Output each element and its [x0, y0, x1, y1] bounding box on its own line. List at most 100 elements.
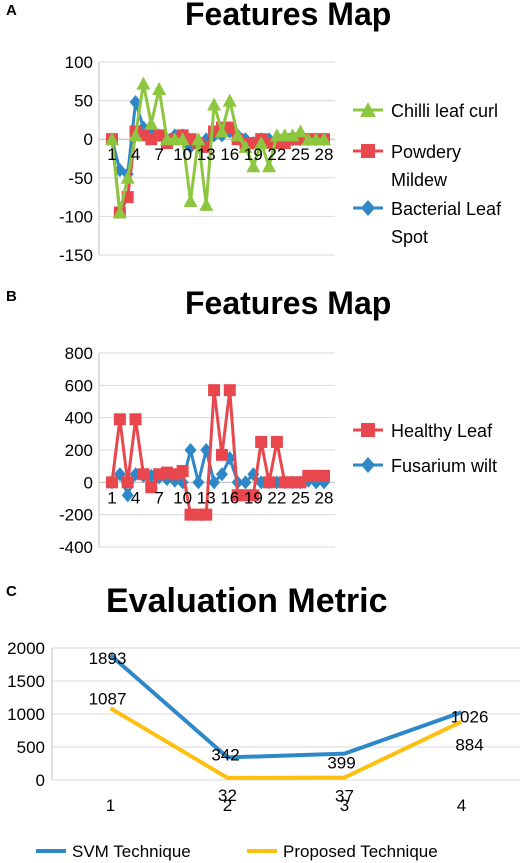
triangle-marker — [293, 124, 308, 138]
data-label: 342 — [211, 745, 239, 764]
legend-item: Powdery Mildew — [353, 142, 461, 190]
triangle-marker — [175, 132, 190, 146]
triangle-marker — [360, 102, 376, 117]
y-tick-label: 50 — [74, 92, 93, 111]
x-tick-label: 10 — [173, 145, 192, 164]
triangle-marker — [120, 170, 135, 184]
series-line — [109, 653, 463, 760]
y-tick-label: -100 — [59, 207, 93, 226]
legend-label: SVM Technique — [72, 842, 191, 861]
series-line — [109, 706, 463, 780]
series-healthy-leaf — [106, 384, 330, 521]
triangle-marker — [183, 193, 198, 207]
triangle-marker — [285, 128, 300, 142]
x-tick-label: 22 — [267, 145, 286, 164]
square-marker — [215, 448, 228, 461]
y-tick-label: 0 — [84, 473, 93, 492]
x-tick-label: 28 — [315, 488, 334, 507]
y-tick-label: 1000 — [7, 705, 45, 724]
x-tick-label: 1 — [107, 488, 116, 507]
triangle-marker — [128, 128, 143, 142]
y-tick-label: -400 — [59, 538, 93, 557]
legend-label: Mildew — [391, 170, 448, 190]
square-marker — [255, 435, 268, 448]
square-marker — [361, 423, 375, 437]
triangle-marker — [112, 205, 127, 219]
legend-item: Proposed Technique — [247, 842, 438, 861]
chart-title-b: Features Map — [185, 285, 392, 321]
y-tick-label: 200 — [65, 441, 93, 460]
square-marker — [176, 465, 189, 478]
triangle-marker — [207, 97, 222, 111]
square-marker — [223, 121, 236, 134]
legend-item: Bacterial Leaf Spot — [353, 199, 502, 247]
legend-label: Bacterial Leaf — [391, 199, 502, 219]
square-marker — [223, 384, 236, 397]
diamond-marker — [361, 457, 375, 473]
legend-label: Healthy Leaf — [391, 421, 493, 441]
diamond-marker — [215, 467, 228, 482]
x-tick-label: 25 — [291, 488, 310, 507]
diamond-marker — [208, 475, 221, 490]
square-marker — [121, 476, 134, 489]
square-marker — [270, 435, 283, 448]
series-line — [110, 83, 324, 213]
legend-item: Fusarium wilt — [353, 456, 497, 476]
x-tick-label: 1 — [107, 145, 116, 164]
x-tick-label: 4 — [457, 796, 466, 815]
x-tick-label: 13 — [197, 488, 216, 507]
legend-item: SVM Technique — [36, 842, 191, 861]
panel-b: B Features Map 800 600 400 200 0 -200 -400 1 4 7 1… — [0, 285, 526, 585]
x-tick-label: 16 — [220, 145, 239, 164]
data-label: 884 — [455, 736, 483, 755]
triangle-marker — [199, 197, 214, 211]
diamond-marker — [310, 475, 323, 490]
x-tick-label: 4 — [131, 488, 140, 507]
diamond-marker — [121, 488, 134, 503]
square-marker — [106, 476, 118, 489]
x-tick-label: 4 — [131, 145, 140, 164]
y-tick-label: 500 — [17, 738, 45, 757]
x-tick-label: 3 — [340, 796, 349, 815]
triangle-marker — [254, 136, 269, 150]
y-tick-label: 0 — [84, 130, 93, 149]
legend-item: Healthy Leaf — [353, 421, 493, 441]
x-tick-label: 16 — [220, 488, 239, 507]
y-tick-label: 600 — [65, 376, 93, 395]
data-label: 1893 — [89, 649, 127, 668]
x-tick-label: 25 — [291, 145, 310, 164]
x-tick-label: 10 — [173, 488, 192, 507]
y-tick-label: 800 — [65, 344, 93, 363]
square-marker — [208, 384, 221, 397]
x-tick-label: 7 — [154, 488, 163, 507]
x-tick-label: 28 — [315, 145, 334, 164]
data-label: 1087 — [89, 689, 127, 708]
data-label: 399 — [327, 754, 355, 773]
y-tick-label: 0 — [36, 771, 45, 790]
legend-label: Spot — [391, 227, 428, 247]
triangle-marker — [262, 159, 277, 173]
triangle-marker — [246, 159, 261, 173]
diamond-marker — [239, 475, 252, 490]
triangle-marker — [214, 124, 229, 138]
diamond-marker — [318, 475, 330, 490]
diamond-marker — [192, 475, 205, 490]
x-tick-label: 7 — [154, 145, 163, 164]
panel-a: A Features Map 100 50 0 -50 -100 -150 1 4 7 10 13 1… — [0, 0, 526, 290]
x-tick-label: 19 — [244, 145, 263, 164]
square-marker — [263, 476, 276, 489]
y-tick-label: 100 — [65, 53, 93, 72]
triangle-marker — [238, 139, 253, 153]
x-tick-label: 19 — [244, 488, 263, 507]
triangle-marker — [230, 128, 245, 142]
square-marker — [200, 508, 213, 521]
y-tick-label: 2000 — [7, 639, 45, 658]
triangle-marker — [105, 132, 119, 146]
triangle-marker — [317, 132, 331, 146]
x-tick-label: 22 — [267, 488, 286, 507]
diamond-marker — [361, 200, 375, 216]
triangle-marker — [152, 82, 167, 96]
